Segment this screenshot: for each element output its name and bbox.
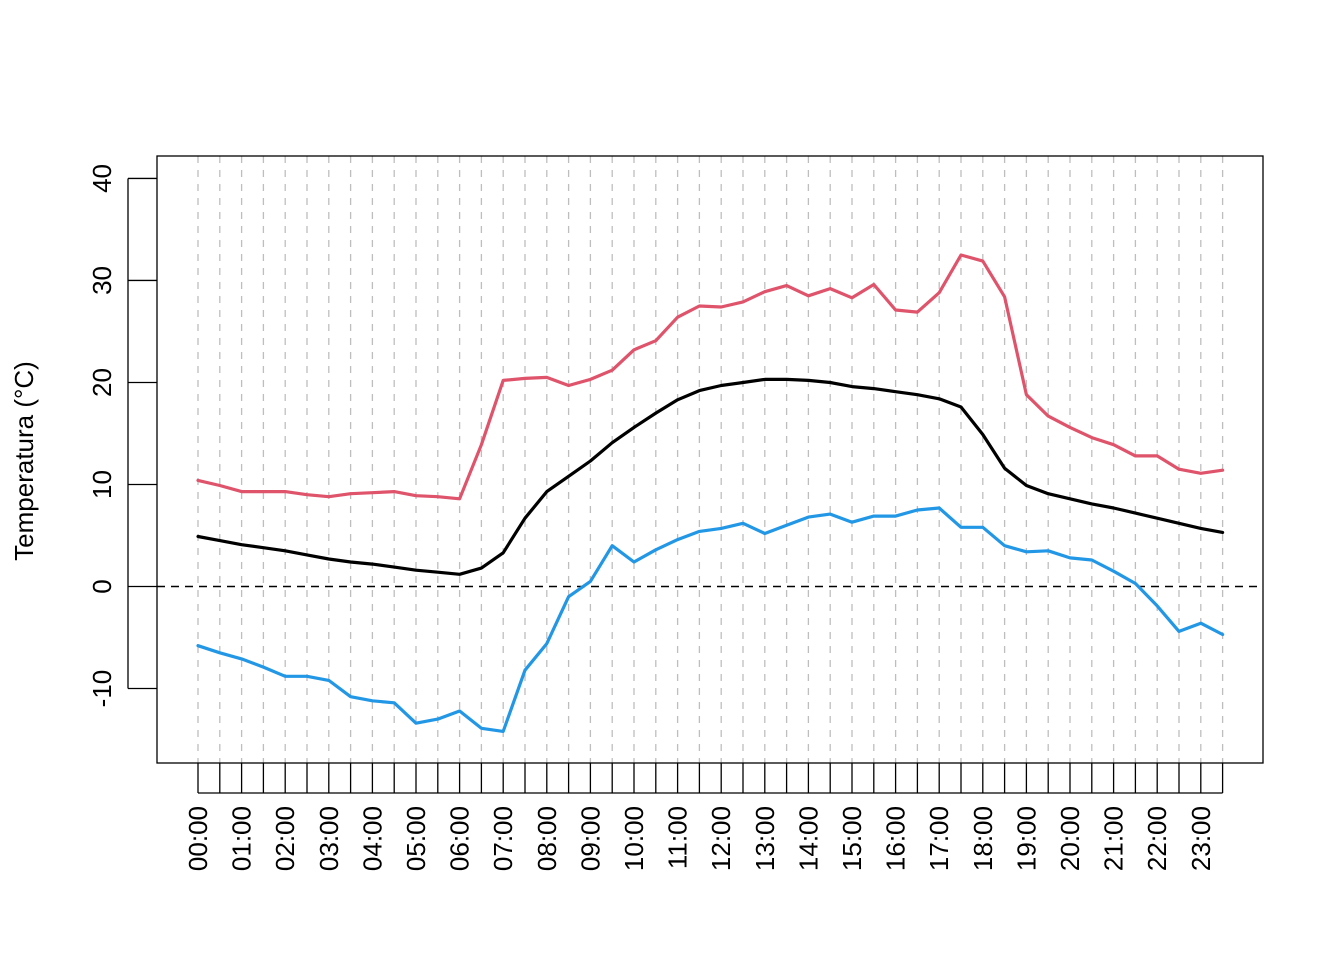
x-tick-label: 06:00 xyxy=(445,806,475,871)
x-tick-label: 14:00 xyxy=(793,806,823,871)
plot-frame xyxy=(156,155,1264,764)
x-tick-label: 18:00 xyxy=(968,806,998,871)
x-tick-label: 09:00 xyxy=(575,806,605,871)
x-tick-label: 08:00 xyxy=(532,806,562,871)
x-tick-label: 17:00 xyxy=(924,806,954,871)
y-tick-label: 40 xyxy=(87,164,117,193)
series-line-3 xyxy=(196,506,1225,734)
x-tick-label: 11:00 xyxy=(663,806,693,869)
x-tick-label: 07:00 xyxy=(488,806,518,871)
x-tick-label: 16:00 xyxy=(881,806,911,871)
y-tick-label: 0 xyxy=(87,579,117,593)
x-tick-label: 23:00 xyxy=(1186,806,1216,871)
y-tick-label: 30 xyxy=(87,266,117,295)
x-tick-label: 04:00 xyxy=(357,806,387,871)
x-tick-label: 10:00 xyxy=(619,806,649,871)
x-tick-label: 02:00 xyxy=(270,806,300,871)
y-axis-label: Temperatura (°C) xyxy=(9,361,39,561)
series-group xyxy=(196,253,1225,734)
y-axis: -10 0 10 20 30 40 xyxy=(87,164,157,707)
x-tick-label: 03:00 xyxy=(314,806,344,871)
x-tick-label: 19:00 xyxy=(1011,806,1041,871)
x-tick-label: 21:00 xyxy=(1099,806,1129,871)
x-tick-label: 12:00 xyxy=(706,806,736,871)
series-line-2 xyxy=(196,377,1225,576)
x-axis: 00:00 01:00 02:00 03:00 04:00 05:00 06:00 07:00… xyxy=(183,763,1224,871)
y-tick-label: -10 xyxy=(87,670,117,708)
x-tick-label: 01:00 xyxy=(227,806,257,871)
x-tick-label: 13:00 xyxy=(750,806,780,871)
x-tick-label: 15:00 xyxy=(837,806,867,871)
x-tick-label: 00:00 xyxy=(183,806,213,871)
x-tick-label: 22:00 xyxy=(1142,806,1172,871)
y-tick-label: 10 xyxy=(87,470,117,499)
x-tick-label: 20:00 xyxy=(1055,806,1085,871)
y-tick-label: 20 xyxy=(87,368,117,397)
series-line-1 xyxy=(196,253,1225,501)
vertical-grid xyxy=(197,156,1224,763)
x-tick-label: 05:00 xyxy=(401,806,431,871)
